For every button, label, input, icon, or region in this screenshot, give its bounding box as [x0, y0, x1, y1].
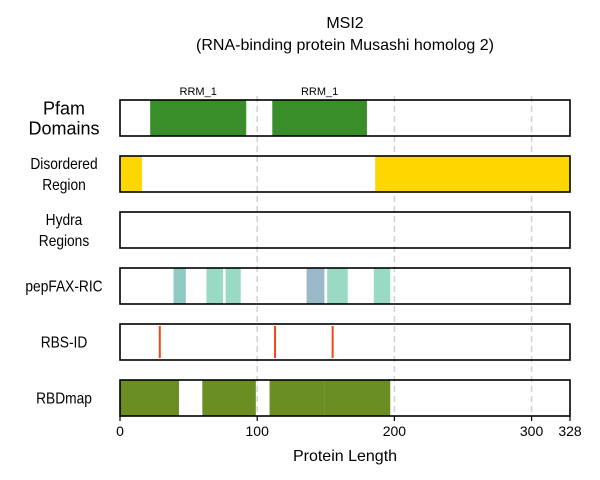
x-tick-label: 300 — [520, 423, 544, 439]
track-segment — [324, 380, 391, 416]
track-segment — [120, 156, 142, 192]
track-label: pepFAX-RIC — [25, 278, 102, 296]
track: RBS-ID — [41, 323, 571, 361]
x-axis: 0 100 200 300 328 — [116, 416, 582, 439]
domain-label: RRM_1 — [180, 86, 217, 98]
track-segment — [327, 268, 348, 304]
track: RRM_1 RRM_1 Pfam Domains — [28, 86, 571, 138]
track-segment — [202, 380, 256, 416]
domain-label: RRM_1 — [301, 86, 338, 98]
track-segment — [272, 100, 367, 136]
track-label: Hydra Regions — [39, 211, 89, 250]
x-tick-label: 100 — [246, 423, 270, 439]
track-segment — [306, 268, 325, 304]
track-frame — [119, 267, 571, 305]
track-segment — [225, 268, 241, 304]
track-label: RBDmap — [36, 390, 92, 408]
track-segment — [373, 268, 391, 304]
track-label: Disordered Region — [30, 155, 97, 194]
track-frame — [119, 323, 571, 361]
chart-subtitle: (RNA-binding protein Musashi homolog 2) — [196, 37, 494, 54]
x-tick-label: 328 — [558, 423, 582, 439]
x-tick-label: 200 — [383, 423, 407, 439]
track-segment — [206, 268, 223, 304]
track-frame — [119, 99, 571, 137]
track: Hydra Regions — [39, 211, 571, 250]
track-frame — [119, 379, 571, 417]
track-segment — [375, 156, 570, 192]
track-label: Pfam Domains — [28, 98, 99, 138]
chart-title: MSI2 — [326, 15, 363, 32]
track-frame — [119, 211, 571, 249]
track: RBDmap — [36, 379, 571, 417]
track-segment — [269, 380, 325, 416]
track: pepFAX-RIC — [25, 267, 571, 305]
track-label: RBS-ID — [41, 334, 88, 352]
x-tick-label: 0 — [116, 423, 124, 439]
track: Disordered Region — [30, 155, 571, 194]
x-axis-label: Protein Length — [293, 448, 397, 465]
track-segment — [173, 268, 186, 304]
track-segment — [150, 100, 247, 136]
track-frame — [119, 155, 571, 193]
track-segment — [120, 380, 179, 416]
grid-lines — [256, 96, 533, 416]
tracks: RRM_1 RRM_1 Pfam Domains Disordered Region Hyd… — [25, 86, 571, 417]
